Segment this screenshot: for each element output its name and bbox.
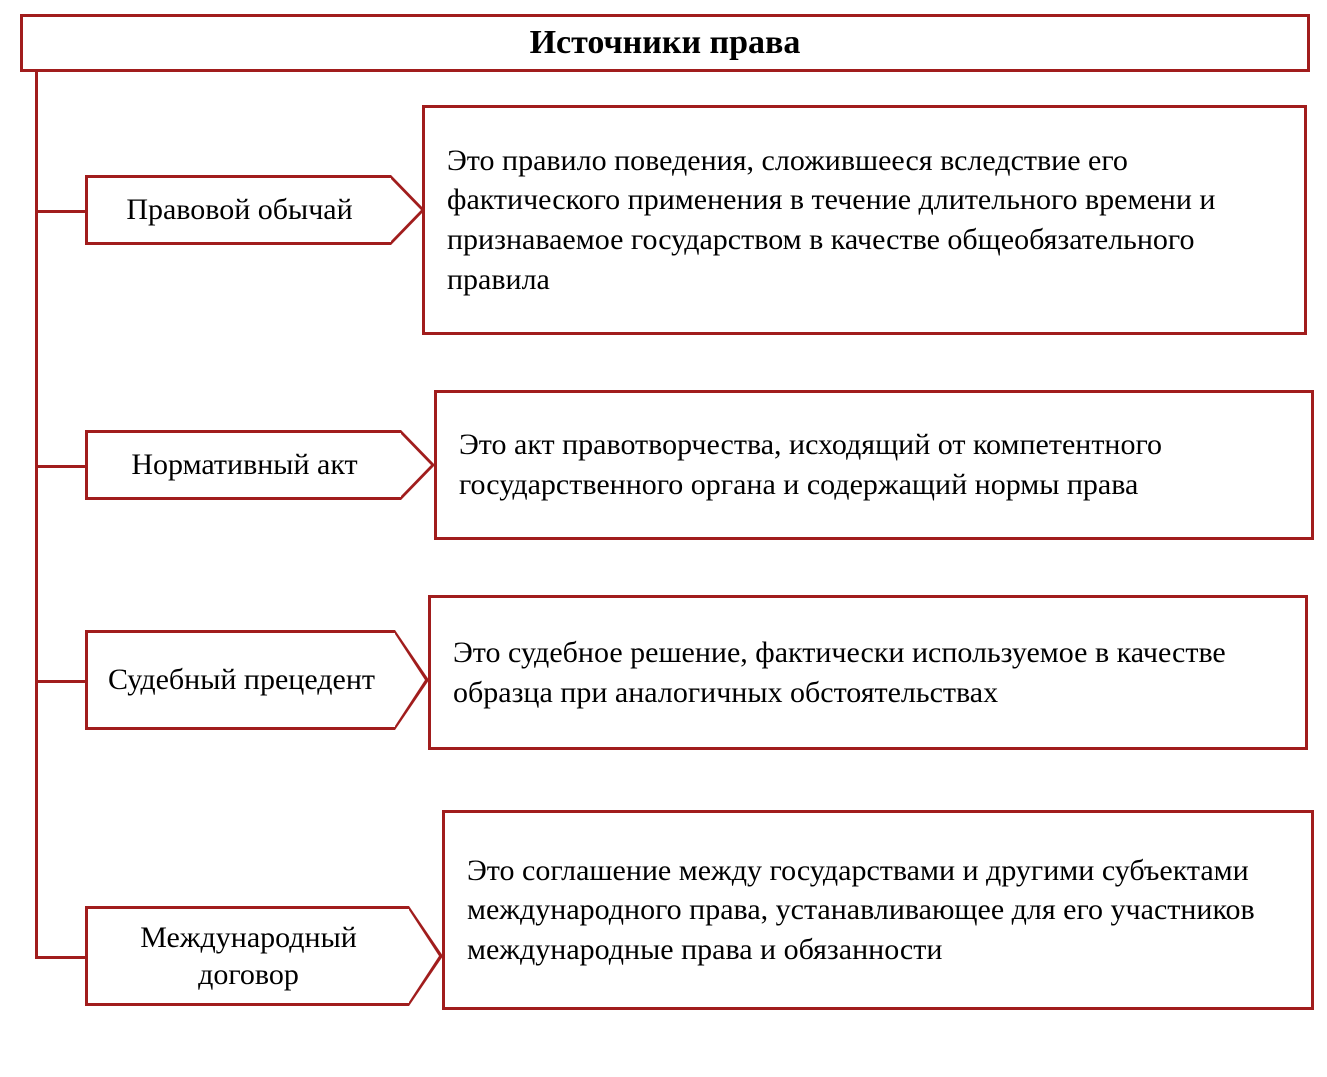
sources-of-law-diagram: Источники права Правовой обычай Это правил…	[10, 10, 1317, 1067]
connector-stem	[35, 72, 38, 959]
connector-branch	[35, 465, 85, 468]
category-description: Это судебное решение, фактически использ…	[428, 595, 1308, 750]
category-label: Международный договор	[85, 906, 409, 1006]
diagram-title: Источники права	[20, 14, 1310, 72]
connector-branch	[35, 210, 85, 213]
category-label: Судебный прецедент	[85, 630, 395, 730]
category-label: Правовой обычай	[85, 175, 391, 245]
category-label: Нормативный акт	[85, 430, 401, 500]
connector-branch	[35, 956, 85, 959]
category-description: Это соглашение между государствами и дру…	[442, 810, 1314, 1010]
category-description: Это акт правотворчества, исходящий от ко…	[434, 390, 1314, 540]
category-description: Это правило поведения, сложившееся вслед…	[422, 105, 1307, 335]
connector-branch	[35, 680, 85, 683]
